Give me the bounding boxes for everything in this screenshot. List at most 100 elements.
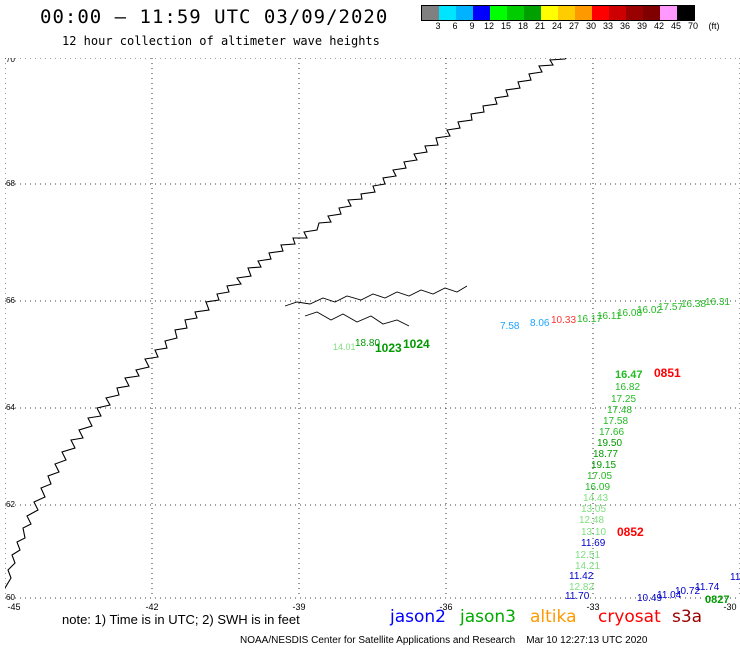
observation-label: 11.69 xyxy=(581,538,606,549)
color-scale-label: 39 xyxy=(636,21,648,31)
observation-label: 19.15 xyxy=(591,460,616,471)
observation-label: 8.06 xyxy=(530,318,550,329)
color-swatch xyxy=(660,6,677,20)
observation-label: 16.08 xyxy=(617,308,642,319)
observation-label: 16.31 xyxy=(705,297,730,308)
observation-label: 16.17 xyxy=(577,314,602,325)
color-swatch xyxy=(575,6,592,20)
legend-cryosat: cryosat xyxy=(598,607,661,627)
color-scale-label: 30 xyxy=(585,21,597,31)
color-swatch xyxy=(524,6,541,20)
greenland-coastline xyxy=(5,58,567,589)
observation-label: 13.05 xyxy=(581,504,606,515)
map-canvas: 70 68 66 64 62 60-45 -42 -39 -36 -33 -30 14.01 18.8… xyxy=(5,58,740,612)
legend-jason2: jason2 xyxy=(390,607,446,627)
map-title: 00:00 – 11:59 UTC 03/09/2020 xyxy=(40,6,389,28)
color-swatch xyxy=(677,6,694,20)
color-scale-label: 42 xyxy=(653,21,665,31)
observation-label: 16.82 xyxy=(615,382,640,393)
observation-label: 11.70 xyxy=(565,591,590,602)
observation-label: 7.58 xyxy=(500,321,520,332)
observation-label: 11.74 xyxy=(695,582,720,593)
axis-labels: 70 68 66 64 62 60-45 -42 -39 -36 -33 -30 xyxy=(6,58,737,612)
map-background xyxy=(5,58,740,598)
longitude-label: -33 xyxy=(586,602,599,612)
observation-label: 17.57 xyxy=(658,302,683,313)
observation-label: 10.72 xyxy=(675,586,700,597)
latitude-label: 64 xyxy=(6,403,15,412)
observation-label: 18.80 xyxy=(355,338,380,349)
longitude-label: -39 xyxy=(292,602,305,612)
observation-label: 14.21 xyxy=(575,561,600,572)
observation-label: 14.43 xyxy=(583,493,608,504)
color-swatch xyxy=(609,6,626,20)
color-swatch xyxy=(439,6,456,20)
observation-label: 12.82 xyxy=(569,582,594,593)
observation-label: 18.77 xyxy=(593,449,618,460)
observation-label: 14.01 xyxy=(333,342,356,352)
color-scale-labels: 3 6 9 12 15 18 21 24 27 30 33 36 39 42 45 70 (ft) xyxy=(421,21,740,33)
color-swatch xyxy=(558,6,575,20)
observation-label: 17.66 xyxy=(599,427,624,438)
map-subtitle: 12 hour collection of altimeter wave hei… xyxy=(62,34,380,48)
observation-label: 16.02 xyxy=(637,305,662,316)
observation-label: 10.33 xyxy=(551,315,576,326)
observation-label: 12.51 xyxy=(575,550,600,561)
legend-jason3: jason3 xyxy=(460,607,516,627)
color-scale-label: 45 xyxy=(670,21,682,31)
longitude-label: -36 xyxy=(439,602,452,612)
color-scale-label: 18 xyxy=(517,21,529,31)
observation-label: 13.10 xyxy=(581,527,606,538)
observation-label: 12.48 xyxy=(579,515,604,526)
observation-label: 17.25 xyxy=(611,394,636,405)
observation-label: 16.09 xyxy=(585,482,610,493)
credit-line: NOAA/NESDIS Center for Satellite Applica… xyxy=(240,635,648,646)
color-swatch xyxy=(507,6,524,20)
observation-label: 1024 xyxy=(403,337,430,351)
color-scale-label: 6 xyxy=(452,21,458,31)
color-scale-label: 12 xyxy=(483,21,495,31)
color-scale-label: 3 xyxy=(435,21,441,31)
observation-label: 17.48 xyxy=(607,405,632,416)
longitude-label: -42 xyxy=(145,602,158,612)
observation-label: 11 xyxy=(730,572,740,583)
color-scale-label: (ft) xyxy=(708,21,720,31)
observation-label: 16.11 xyxy=(597,311,622,322)
color-swatch xyxy=(490,6,507,20)
observation-label: 11.04 xyxy=(657,590,682,601)
observation-label: 16.38 xyxy=(681,299,706,310)
color-swatch xyxy=(456,6,473,20)
color-scale-label: 15 xyxy=(500,21,512,31)
latitude-label: 66 xyxy=(6,296,15,305)
map-panel: 70 68 66 64 62 60 -45 -42 -39 -36 -33 -30 14.01 18.8… xyxy=(5,58,740,612)
color-scale-label: 36 xyxy=(619,21,631,31)
legend-altika: altika xyxy=(530,607,577,627)
observation-label: 0827 xyxy=(705,594,729,606)
color-scale-label: 70 xyxy=(687,21,699,31)
color-scale-label: 33 xyxy=(602,21,614,31)
color-swatch xyxy=(473,6,490,20)
observation-label: 0852 xyxy=(617,525,644,539)
observation-label: 17.58 xyxy=(603,416,628,427)
color-swatch xyxy=(541,6,558,20)
observation-label: 16.47 xyxy=(615,369,643,381)
latitude-label: 70 xyxy=(6,58,15,64)
color-swatch xyxy=(626,6,643,20)
color-scale-label: 9 xyxy=(469,21,475,31)
longitude-label: -30 xyxy=(723,602,736,612)
color-scale-label: 24 xyxy=(551,21,563,31)
color-scale xyxy=(421,5,695,21)
latitude-label: 68 xyxy=(6,179,15,188)
longitude-label: -45 xyxy=(7,602,20,612)
color-scale-label: 27 xyxy=(568,21,580,31)
observation-label: 11.42 xyxy=(569,571,594,582)
color-swatch xyxy=(422,6,439,20)
observation-label: 19.50 xyxy=(597,438,622,449)
latitude-label: 62 xyxy=(6,500,15,509)
color-scale-label: 21 xyxy=(534,21,546,31)
observation-label: 10.49 xyxy=(637,593,662,604)
legend-s3a: s3a xyxy=(672,607,703,627)
latitude-label: 60 xyxy=(6,593,15,602)
units-note: note: 1) Time is in UTC; 2) SWH is in fe… xyxy=(62,612,300,627)
